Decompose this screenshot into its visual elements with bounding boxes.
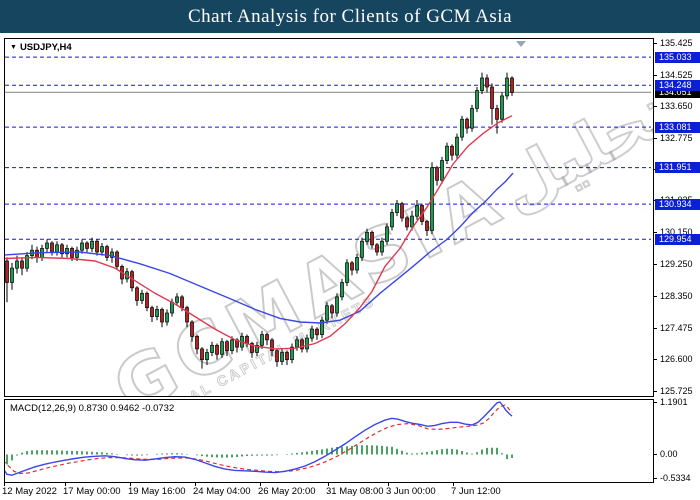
price-level-badge: 135.033 [655,51,700,63]
price-tick-label: 125.725 [660,385,693,396]
price-tick-label: 132.775 [660,132,693,143]
time-tick-label: 7 Jun 12:00 [451,486,501,497]
price-tick: 125.725 [653,386,700,397]
price-level-badge: 131.951 [655,162,700,174]
price-tick: 128.350 [653,291,700,302]
time-scale[interactable]: 12 May 2022 17 May 00:00 19 May 16:00 24 Ma… [0,482,700,500]
price-tick-label: 127.475 [660,322,693,333]
price-tick: 126.600 [653,354,700,365]
tick-dash [653,359,657,361]
time-tick [130,482,131,486]
price-tick: 132.775 [653,133,700,144]
price-tick-label: 128.350 [660,291,693,302]
macd-scale-label: 1.1901 [660,396,688,407]
price-tick-label: 126.600 [660,354,693,365]
tick-dash [653,390,657,392]
symbol-dropdown-icon: ▼ [10,44,17,51]
price-level-badge: 133.081 [655,121,700,133]
time-tick [65,482,66,486]
price-tick-label: 129.250 [660,259,693,270]
time-tick [388,482,389,486]
tick-dash [653,42,657,44]
down-arrow-marker [516,41,526,47]
tick-dash [653,264,657,266]
tick-dash [653,137,657,139]
macd-scale-label: 0.00 [660,449,678,459]
macd-histogram [6,445,513,465]
macd-scale-tick: 1.1901 [653,397,700,408]
time-tick-label: 24 May 04:00 [193,486,251,497]
price-tick-label: 135.425 [660,37,693,48]
time-tick-label: 12 May 2022 [2,486,57,497]
current-price-badge: 134.051 [655,86,700,98]
main-chart-panel[interactable]: GCMASIA التحليل GLOBAL CAPITAL MARKETS ▼… [4,38,654,397]
time-tick-label: 31 May 08:00 [326,486,384,497]
price-tick-label: 133.650 [660,101,693,112]
price-tick: 133.650 [653,101,700,112]
time-tick-label: 3 Jun 00:00 [386,486,436,497]
price-tick: 135.425 [653,38,700,49]
price-scale[interactable]: 135.425134.525133.650132.775131.900131.0… [653,0,700,500]
price-tick: 127.475 [653,323,700,334]
price-chart-canvas[interactable] [5,39,651,394]
macd-canvas[interactable] [5,400,651,480]
tick-dash [653,401,657,403]
macd-scale-tick: 0.00 [653,449,700,460]
tick-dash [653,327,657,329]
macd-indicator-panel[interactable]: MACD(12,26,9) 0.8730 0.9462 -0.0732 [4,399,654,483]
price-tick-label: 134.525 [660,69,693,80]
page-title: Chart Analysis for Clients of GCM Asia [187,6,513,27]
price-tick: 130.150 [653,227,700,238]
tick-dash [653,296,657,298]
time-tick [328,482,329,486]
time-tick-label: 19 May 16:00 [128,486,186,497]
symbol-label-text: USDJPY,H4 [19,42,72,53]
price-tick: 134.525 [653,70,700,81]
macd-signal-line [5,404,513,475]
tick-dash [653,106,657,108]
ma-slow-line [5,172,514,324]
macd-scale-tick: -0.5334 [653,473,700,484]
title-bar: Chart Analysis for Clients of GCM Asia [0,0,700,33]
symbol-label: ▼ USDJPY,H4 [10,42,72,53]
tick-dash [653,74,657,76]
macd-scale-label: -0.5334 [660,472,691,483]
price-level-badge: 129.954 [655,233,700,245]
macd-main-line [5,401,513,476]
time-tick-label: 26 May 20:00 [258,486,316,497]
ma-fast-line [5,115,513,350]
tick-dash [653,231,657,233]
price-tick: 129.250 [653,259,700,270]
price-level-badge: 134.248 [655,79,700,91]
price-tick-label: 130.150 [660,226,693,237]
time-tick [453,482,454,486]
macd-label: MACD(12,26,9) 0.8730 0.9462 -0.0732 [10,403,175,414]
time-tick-label: 17 May 00:00 [63,486,121,497]
time-tick [260,482,261,486]
tick-dash [653,454,657,455]
tick-dash [653,477,657,479]
time-tick [4,482,5,486]
time-tick [195,482,196,486]
candlesticks [5,72,514,369]
price-level-badge: 130.934 [655,198,700,210]
